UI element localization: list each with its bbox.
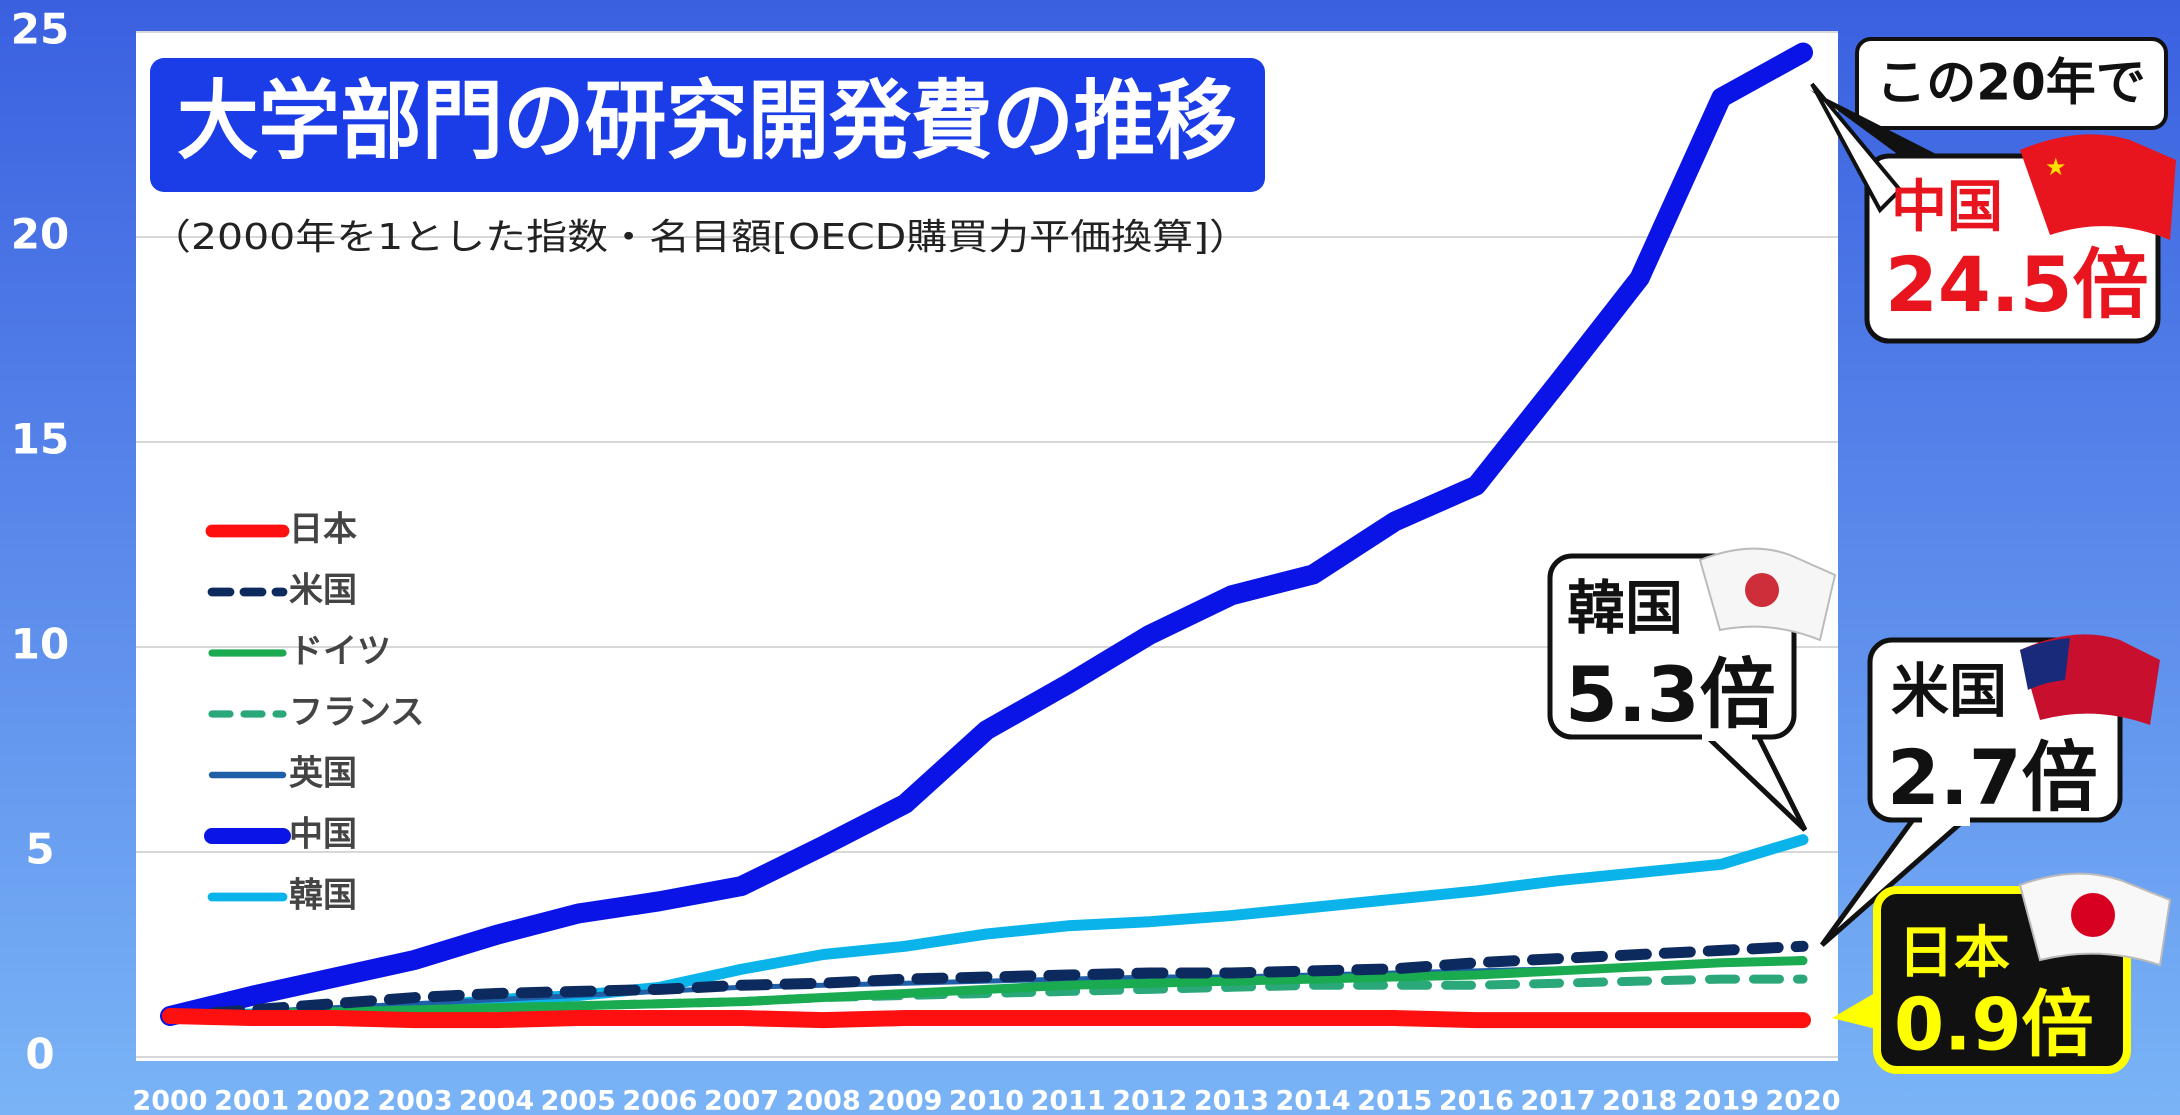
- y-tick-label: 5: [25, 825, 54, 874]
- callout-pointer: [1832, 990, 1880, 1030]
- series-line: [160, 42, 1813, 1026]
- x-tick-label: 2013: [1194, 1086, 1269, 1115]
- legend-label: 米国: [289, 571, 357, 611]
- x-tick-label: 2004: [459, 1086, 534, 1115]
- x-tick-label: 2007: [704, 1086, 779, 1115]
- callout-text: 2.7倍: [1887, 733, 2098, 822]
- chart-title: 大学部門の研究開発費の推移: [177, 71, 1237, 171]
- x-tick-label: 2009: [867, 1086, 942, 1115]
- x-tick-label: 2008: [786, 1086, 861, 1115]
- series-line: [162, 1008, 1811, 1029]
- callout-box: [1855, 37, 2168, 130]
- callout-pointer: [1810, 90, 1940, 156]
- callout-joint: [1702, 727, 1752, 741]
- x-tick-label: 2012: [1112, 1086, 1187, 1115]
- title-box: [150, 58, 1265, 192]
- callout-text: 韓国: [1567, 574, 1683, 642]
- x-tick-label: 2000: [132, 1086, 207, 1115]
- x-tick-label: 2015: [1357, 1086, 1432, 1115]
- y-tick-label: 20: [11, 210, 69, 259]
- legend-label: 中国: [289, 815, 357, 855]
- flag-emblem: [2071, 893, 2115, 937]
- x-tick-label: 2005: [541, 1086, 616, 1115]
- x-tick-label: 2006: [622, 1086, 697, 1115]
- callout-text: 5.3倍: [1565, 650, 1776, 739]
- x-tick-label: 2002: [296, 1086, 371, 1115]
- x-tick-label: 2018: [1602, 1086, 1677, 1115]
- x-tick-label: 2019: [1684, 1086, 1759, 1115]
- x-tick-label: 2001: [214, 1086, 289, 1115]
- legend-label: ドイツ: [289, 632, 391, 672]
- x-tick-label: 2003: [377, 1086, 452, 1115]
- flag-canton: [2020, 638, 2070, 690]
- callout-pointer: [1810, 82, 1903, 214]
- y-tick-label: 25: [11, 5, 69, 54]
- y-tick-label: 0: [25, 1030, 54, 1079]
- x-tick-label: 2017: [1520, 1086, 1595, 1115]
- plot-area: [136, 31, 1838, 1061]
- flag-star: ★: [2045, 153, 2067, 181]
- flag-emblem: [1745, 573, 1779, 607]
- x-tick-label: 2016: [1439, 1086, 1514, 1115]
- flag-china: [2020, 134, 2176, 240]
- callout-text: この20年で: [1876, 54, 2146, 112]
- x-tick-label: 2014: [1276, 1086, 1351, 1115]
- legend-label: 日本: [289, 510, 357, 550]
- y-tick-label: 15: [11, 415, 69, 464]
- lines: [160, 42, 1813, 1029]
- legend-label: 英国: [289, 754, 357, 794]
- series-line: [165, 956, 1808, 1021]
- x-tick-label: 2020: [1765, 1086, 1840, 1115]
- callout-joint: [1922, 812, 1970, 826]
- callout-text: 0.9倍: [1894, 983, 2094, 1067]
- callout-text: 米国: [1891, 657, 2007, 725]
- y-tick-label: 10: [11, 620, 69, 669]
- callout-text: 日本: [1898, 921, 2010, 986]
- x-tick-label: 2010: [949, 1086, 1024, 1115]
- legend-label: 韓国: [289, 876, 357, 916]
- x-tick-label: 2011: [1031, 1086, 1106, 1115]
- legend-label: フランス: [289, 693, 424, 733]
- series-line: [164, 940, 1809, 1022]
- subtitle: （2000年を1とした指数・名目額[OECD購買力平価換算]）: [150, 217, 1250, 258]
- callout-text: 中国: [1891, 175, 2003, 240]
- callout-text: 24.5倍: [1885, 240, 2149, 329]
